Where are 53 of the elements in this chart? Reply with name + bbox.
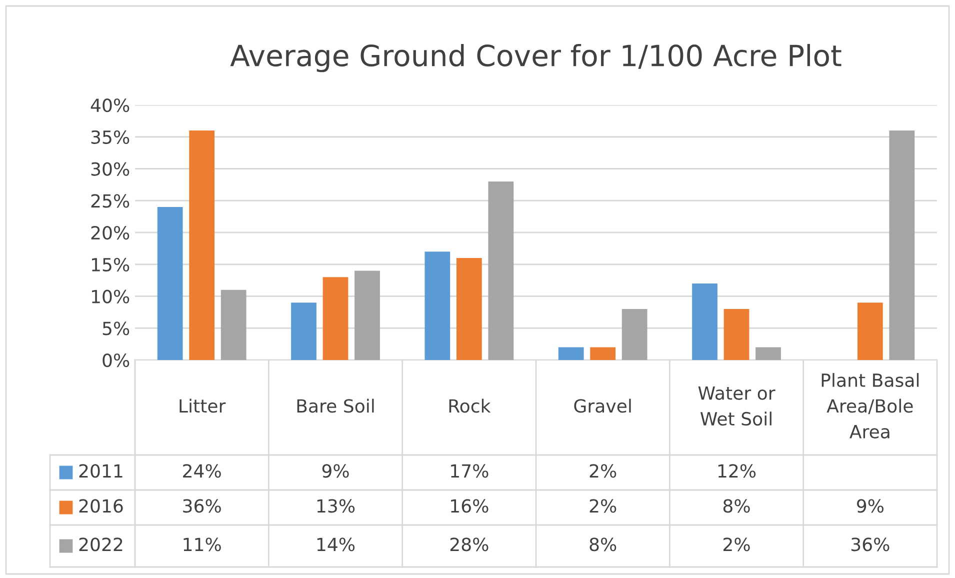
data-label: 2% — [590, 499, 616, 513]
data-label: 9% — [856, 499, 884, 513]
x-tick-label: Litter — [180, 398, 226, 413]
data-label: 12% — [718, 464, 756, 478]
y-tick-label: 5% — [102, 322, 130, 336]
y-tick-label: 15% — [92, 258, 130, 272]
bar — [354, 270, 380, 360]
data-label: 16% — [451, 499, 488, 513]
y-tick-label: 20% — [91, 226, 130, 240]
bar — [590, 347, 616, 360]
bar — [456, 258, 482, 360]
bar — [857, 302, 883, 360]
y-tick-label: 25% — [91, 194, 130, 208]
data-label: 8% — [723, 499, 750, 513]
y-tick-label: 30% — [91, 162, 130, 176]
bar — [189, 130, 215, 360]
data-label: 13% — [317, 499, 355, 513]
data-label: 2% — [724, 538, 750, 552]
legend-label: 2016 — [79, 499, 123, 513]
x-tick-label: Plant Basal Area/Bole Area — [822, 373, 919, 438]
x-tick-label: Rock — [449, 398, 491, 413]
bar — [889, 130, 915, 360]
bar — [220, 290, 246, 360]
data-label: 36% — [183, 499, 221, 513]
data-label: 8% — [590, 538, 616, 552]
bar — [322, 277, 348, 360]
x-tick-label: Gravel — [574, 398, 631, 413]
x-tick-label: Water or Wet Soil — [698, 386, 776, 426]
y-tick-label: 40% — [90, 98, 130, 112]
x-tick-label: Bare Soil — [297, 398, 374, 413]
data-label: 9% — [322, 464, 349, 478]
bar — [692, 284, 718, 360]
data-label: 14% — [317, 538, 355, 552]
data-label: 2% — [590, 464, 616, 478]
legend-label: 2022 — [79, 538, 122, 552]
bar — [622, 309, 648, 360]
y-tick-label: 0% — [102, 353, 130, 368]
data-label: 36% — [851, 538, 890, 552]
legend-label: 2011 — [79, 464, 122, 478]
y-tick-label: 10% — [92, 290, 130, 304]
data-label: 11% — [184, 538, 221, 552]
chart-title: Average Ground Cover for 1/100 Acre Plot — [230, 44, 842, 72]
bar — [724, 309, 750, 360]
y-tick-label: 35% — [91, 130, 130, 144]
bar — [756, 347, 781, 360]
bar — [424, 252, 450, 360]
bar — [291, 302, 316, 360]
data-label: 28% — [450, 538, 488, 552]
bar — [488, 182, 514, 360]
bar — [157, 207, 183, 360]
data-label: 24% — [183, 464, 221, 478]
bar — [558, 347, 584, 360]
data-label: 17% — [451, 464, 488, 478]
